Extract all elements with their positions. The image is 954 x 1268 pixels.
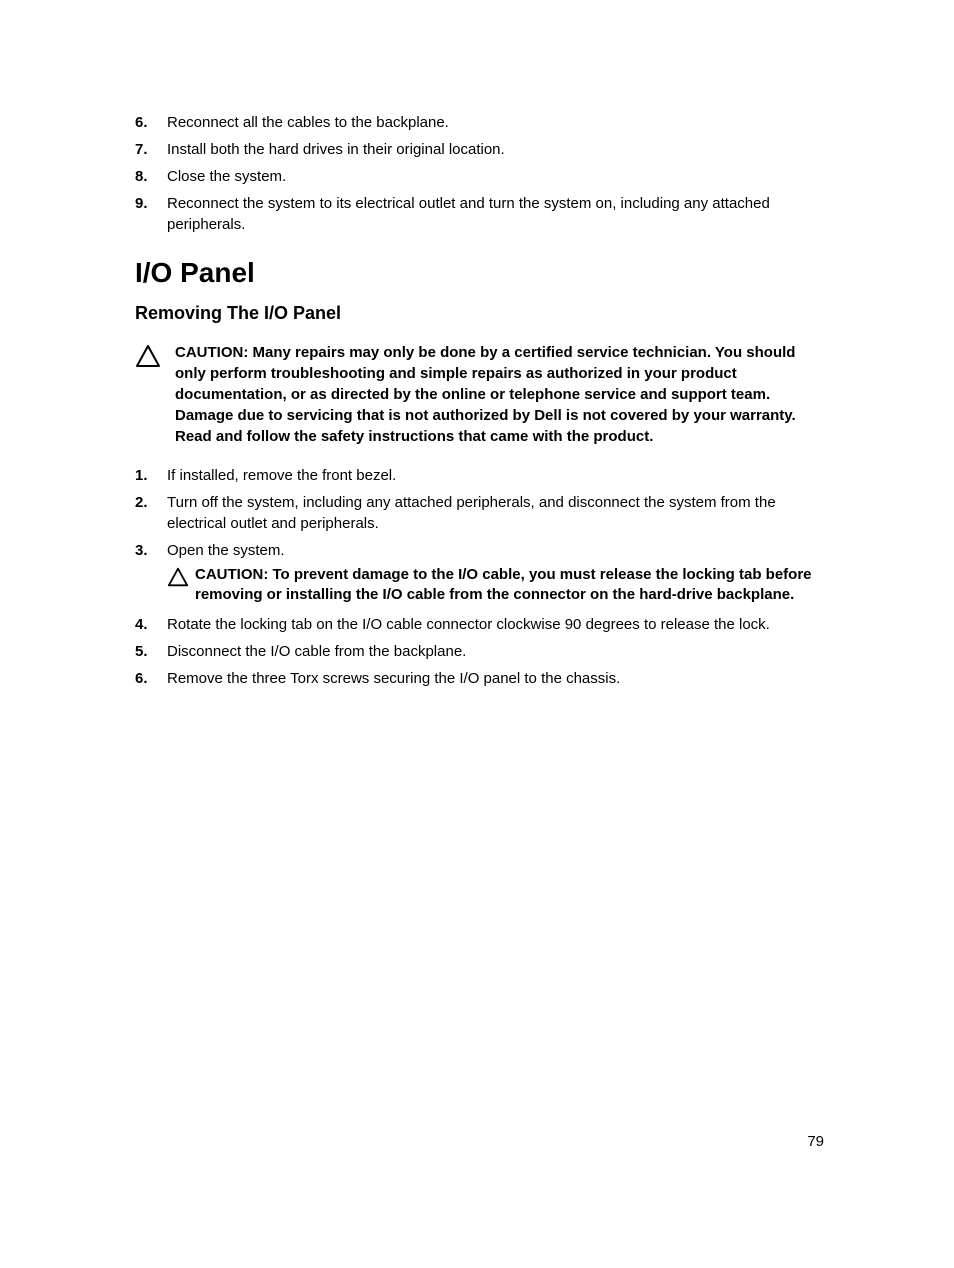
step-text: Close the system. bbox=[167, 166, 824, 187]
caution-triangle-icon bbox=[135, 342, 175, 368]
step-item: 6. Remove the three Torx screws securing… bbox=[135, 668, 824, 689]
step-text: Rotate the locking tab on the I/O cable … bbox=[167, 614, 824, 635]
caution-block: CAUTION: Many repairs may only be done b… bbox=[135, 342, 824, 447]
section-heading: I/O Panel bbox=[135, 257, 824, 289]
step-item: 8. Close the system. bbox=[135, 166, 824, 187]
step-number: 3. bbox=[135, 540, 167, 561]
step-text: Turn off the system, including any attac… bbox=[167, 492, 824, 534]
step-number: 6. bbox=[135, 668, 167, 689]
nested-caution-text: CAUTION: To prevent damage to the I/O ca… bbox=[195, 565, 824, 606]
step-number: 6. bbox=[135, 112, 167, 133]
step-item: 1. If installed, remove the front bezel. bbox=[135, 465, 824, 486]
step-number: 1. bbox=[135, 465, 167, 486]
step-text: Remove the three Torx screws securing th… bbox=[167, 668, 824, 689]
step-text: If installed, remove the front bezel. bbox=[167, 465, 824, 486]
step-text: Reconnect the system to its electrical o… bbox=[167, 193, 824, 235]
caution-body: Many repairs may only be done by a certi… bbox=[175, 344, 796, 445]
step-text: Install both the hard drives in their or… bbox=[167, 139, 824, 160]
step-number: 8. bbox=[135, 166, 167, 187]
caution-label: CAUTION: bbox=[195, 566, 273, 583]
caution-triangle-icon bbox=[167, 565, 195, 587]
step-number: 9. bbox=[135, 193, 167, 214]
step-number: 7. bbox=[135, 139, 167, 160]
continuation-steps-list: 6. Reconnect all the cables to the backp… bbox=[135, 112, 824, 235]
step-number: 4. bbox=[135, 614, 167, 635]
nested-caution-block: CAUTION: To prevent damage to the I/O ca… bbox=[167, 565, 824, 606]
step-item: 4. Rotate the locking tab on the I/O cab… bbox=[135, 614, 824, 635]
step-item: 6. Reconnect all the cables to the backp… bbox=[135, 112, 824, 133]
step-item: 3. Open the system. CAUTION: To prevent … bbox=[135, 540, 824, 606]
step-text: Disconnect the I/O cable from the backpl… bbox=[167, 641, 824, 662]
step-number: 5. bbox=[135, 641, 167, 662]
caution-body: To prevent damage to the I/O cable, you … bbox=[195, 566, 812, 603]
step-text: Open the system. bbox=[167, 542, 285, 559]
step-item: 9. Reconnect the system to its electrica… bbox=[135, 193, 824, 235]
step-body: Open the system. CAUTION: To prevent dam… bbox=[167, 540, 824, 606]
caution-label: CAUTION: bbox=[175, 344, 253, 361]
procedure-steps-list: 1. If installed, remove the front bezel.… bbox=[135, 465, 824, 689]
step-text: Reconnect all the cables to the backplan… bbox=[167, 112, 824, 133]
step-number: 2. bbox=[135, 492, 167, 513]
step-item: 2. Turn off the system, including any at… bbox=[135, 492, 824, 534]
step-item: 7. Install both the hard drives in their… bbox=[135, 139, 824, 160]
caution-text: CAUTION: Many repairs may only be done b… bbox=[175, 342, 824, 447]
subsection-heading: Removing The I/O Panel bbox=[135, 303, 824, 324]
step-item: 5. Disconnect the I/O cable from the bac… bbox=[135, 641, 824, 662]
document-page: 6. Reconnect all the cables to the backp… bbox=[0, 0, 954, 1268]
page-number: 79 bbox=[807, 1133, 824, 1150]
